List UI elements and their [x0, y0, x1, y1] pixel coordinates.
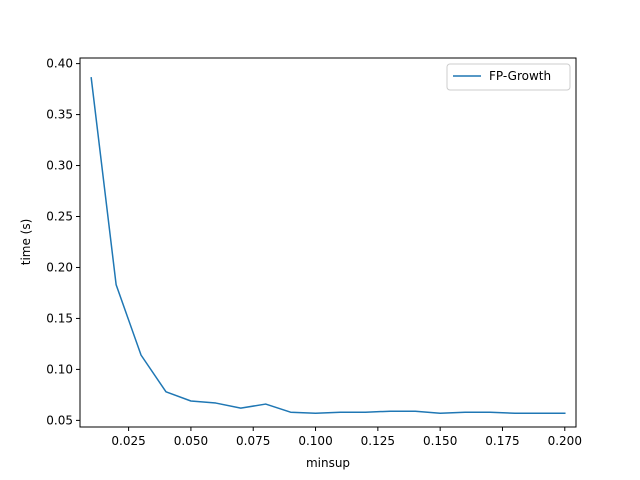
x-tick-label: 0.075 [236, 434, 270, 448]
y-tick-label: 0.40 [46, 57, 73, 71]
legend-label: FP-Growth [489, 69, 551, 83]
plot-area [90, 77, 566, 414]
plot-frame [79, 57, 577, 428]
x-tick-label: 0.050 [174, 434, 208, 448]
series-line [90, 77, 566, 414]
legend-box [446, 63, 571, 91]
y-tick-label: 0.05 [46, 413, 73, 427]
x-tick-label: 0.150 [423, 434, 457, 448]
y-tick-label: 0.25 [46, 210, 73, 224]
x-tick-label: 0.175 [485, 434, 519, 448]
legend: FP-Growth [446, 63, 571, 91]
y-tick-label: 0.10 [46, 362, 73, 376]
y-axis-label: time (s) [19, 219, 33, 266]
x-axis: 0.025 0.050 0.075 0.100 0.125 0.150 0.175 0.200 [111, 427, 582, 448]
y-tick-label: 0.30 [46, 159, 73, 173]
y-tick-label: 0.20 [46, 260, 73, 274]
y-axis: 0.05 0.10 0.15 0.20 0.25 0.30 0.35 0.40 [46, 57, 80, 427]
x-tick-label: 0.125 [361, 434, 395, 448]
x-tick-label: 0.100 [298, 434, 332, 448]
x-tick-label: 0.025 [111, 434, 145, 448]
x-axis-label: minsup [306, 456, 350, 470]
x-tick-label: 0.200 [548, 434, 582, 448]
y-tick-label: 0.15 [46, 311, 73, 325]
y-tick-label: 0.35 [46, 108, 73, 122]
